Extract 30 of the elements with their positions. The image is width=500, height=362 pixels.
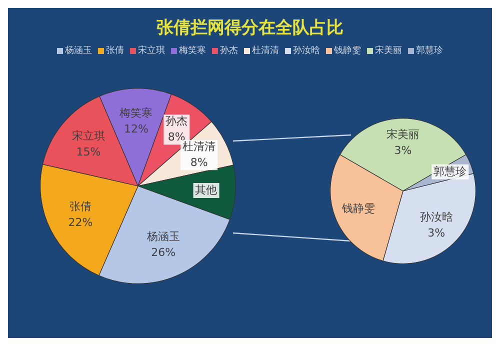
slice-label: 孙杰 xyxy=(166,114,188,128)
legend-label: 孙杰 xyxy=(220,44,238,57)
data-label: 26% xyxy=(151,246,176,260)
legend-label: 宋美丽 xyxy=(375,44,402,57)
slice-label: 宋立琪 xyxy=(72,130,105,143)
chart-title: 张倩拦网得分在全队占比 xyxy=(156,17,344,39)
data-label: 22% xyxy=(68,216,93,229)
slice-label: 其他 xyxy=(195,183,218,196)
slice-label: 孙汝晗 xyxy=(420,210,453,224)
legend-label: 张倩 xyxy=(106,44,124,57)
data-label: 12% xyxy=(124,122,148,136)
legend-label: 梅笑寒 xyxy=(179,44,206,57)
slice-label: 郭慧珍 xyxy=(434,164,467,178)
slice-label: 杨涵玉 xyxy=(146,230,180,244)
slice-label: 宋美丽 xyxy=(386,128,420,141)
data-label: 8% xyxy=(168,130,186,144)
legend-label: 杜清清 xyxy=(252,44,279,57)
slice-label: 杜清清 xyxy=(182,140,216,154)
data-label: 3% xyxy=(394,144,412,157)
legend-label: 钱静雯 xyxy=(334,44,361,57)
data-label: 8% xyxy=(190,156,208,170)
legend-label: 杨涵玉 xyxy=(65,44,92,57)
data-label: 15% xyxy=(76,146,101,159)
slice-label: 钱静雯 xyxy=(341,202,376,215)
slice-label: 梅笑寒 xyxy=(118,106,153,120)
legend-label: 郭慧珍 xyxy=(416,44,443,57)
legend-label: 宋立琪 xyxy=(138,44,165,57)
slice-label: 张倩 xyxy=(69,200,92,213)
data-label: 3% xyxy=(428,226,446,240)
legend-label: 孙汝晗 xyxy=(293,44,320,57)
